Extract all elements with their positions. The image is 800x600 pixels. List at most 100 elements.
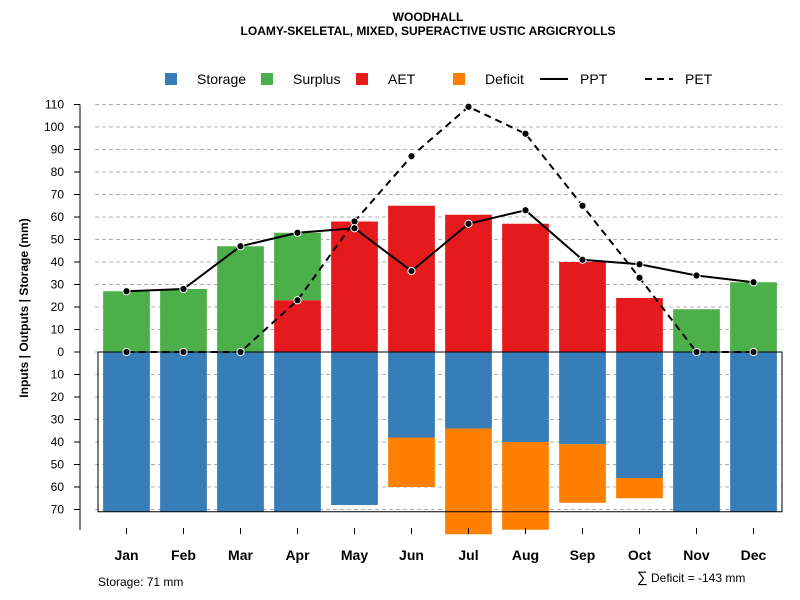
- y-tick-label: 70: [51, 188, 65, 202]
- bar-deficit-jun: [388, 437, 435, 487]
- bar-aet-jul: [445, 214, 492, 352]
- ppt-point-may: [350, 224, 359, 233]
- pet-point-jan: [122, 347, 131, 357]
- pet-point-may: [350, 217, 359, 226]
- y-tick-label: 20: [51, 390, 65, 404]
- legend-swatch-storage: [165, 73, 177, 85]
- bar-storage-oct: [616, 352, 663, 478]
- x-tick-label-sep: Sep: [570, 547, 596, 563]
- pet-point-mar: [236, 347, 245, 357]
- deficit-sum-symbol: ∑: [637, 569, 648, 586]
- y-tick-label: 40: [51, 435, 65, 449]
- y-tick-label: 80: [51, 165, 65, 179]
- pet-line: [126, 105, 754, 353]
- bar-aet-may: [331, 221, 378, 352]
- lines: [122, 102, 758, 357]
- bar-surplus-nov: [673, 309, 720, 352]
- x-tick-label-dec: Dec: [741, 547, 767, 563]
- bar-storage-apr: [274, 352, 321, 512]
- gridlines: [95, 104, 782, 510]
- y-tick-label: 90: [51, 143, 65, 157]
- bar-storage-feb: [160, 352, 207, 512]
- bar-aet-jun: [388, 205, 435, 352]
- y-tick-label: 110: [45, 98, 64, 112]
- legend-label-surplus: Surplus: [293, 71, 340, 87]
- pet-point-apr: [293, 296, 302, 305]
- bar-storage-may: [331, 352, 378, 505]
- pet-point-jul: [464, 102, 473, 111]
- bar-deficit-sep: [559, 444, 606, 503]
- ppt-point-jun: [407, 266, 416, 276]
- axes: 110100908070605040302010010203040506070J…: [44, 98, 767, 564]
- x-tick-label-jul: Jul: [458, 547, 478, 563]
- x-tick-label-may: May: [341, 547, 368, 563]
- pet-point-feb: [179, 347, 188, 357]
- x-tick-label-jun: Jun: [399, 547, 424, 563]
- y-tick-label: 70: [51, 503, 65, 517]
- bar-storage-aug: [502, 352, 549, 442]
- pet-point-dec: [749, 347, 758, 357]
- y-tick-label: 60: [51, 210, 65, 224]
- bar-surplus-dec: [730, 282, 777, 352]
- bar-storage-jun: [388, 352, 435, 438]
- y-tick-label: 40: [51, 255, 65, 269]
- chart-subtitle: LOAMY-SKELETAL, MIXED, SUPERACTIVE USTIC…: [241, 24, 616, 38]
- ppt-line: [126, 209, 754, 293]
- bar-aet-apr: [274, 300, 321, 352]
- pet-point-sep: [578, 201, 587, 210]
- x-tick-label-nov: Nov: [683, 547, 710, 563]
- ppt-point-dec: [749, 278, 758, 287]
- bar-aet-aug: [502, 223, 549, 352]
- bar-storage-jul: [445, 352, 492, 429]
- deficit-note: Deficit = -143 mm: [651, 571, 745, 585]
- legend: Storage Surplus AET Deficit PPT PET: [165, 71, 713, 87]
- ppt-point-feb: [179, 284, 188, 294]
- bar-storage-dec: [730, 352, 777, 512]
- ppt-point-mar: [236, 242, 245, 251]
- y-tick-label: 10: [51, 368, 65, 382]
- x-tick-label-mar: Mar: [228, 547, 253, 563]
- legend-label-aet: AET: [388, 71, 416, 87]
- bar-storage-nov: [673, 352, 720, 512]
- legend-label-ppt: PPT: [580, 71, 608, 87]
- bar-surplus-feb: [160, 289, 207, 352]
- bar-aet-sep: [559, 262, 606, 352]
- ppt-point-sep: [578, 255, 587, 264]
- bar-deficit-aug: [502, 442, 549, 530]
- ppt-point-jan: [122, 287, 131, 296]
- x-tick-label-aug: Aug: [512, 547, 539, 563]
- pet-point-oct: [635, 273, 644, 282]
- chart-title: WOODHALL: [393, 10, 464, 24]
- pet-point-aug: [521, 129, 530, 138]
- y-axis-title: Inputs | Outputs | Storage (mm): [17, 218, 31, 397]
- bar-deficit-jul: [445, 428, 492, 535]
- bar-surplus-jan: [103, 291, 150, 352]
- y-tick-label: 30: [51, 278, 65, 292]
- bar-storage-sep: [559, 352, 606, 445]
- bar-storage-mar: [217, 352, 264, 512]
- legend-swatch-surplus: [261, 73, 273, 85]
- storage-note: Storage: 71 mm: [98, 575, 183, 589]
- y-tick-label: 50: [51, 458, 65, 472]
- y-tick-label: 20: [51, 300, 65, 314]
- bar-storage-jan: [103, 352, 150, 512]
- pet-point-nov: [692, 347, 701, 357]
- ppt-point-oct: [635, 260, 644, 269]
- bar-deficit-oct: [616, 478, 663, 499]
- legend-label-storage: Storage: [197, 71, 246, 87]
- ppt-point-jul: [464, 219, 473, 228]
- y-tick-label: 50: [51, 233, 65, 247]
- y-tick-label: 10: [51, 323, 65, 337]
- bar-surplus-apr: [274, 232, 321, 301]
- x-tick-label-apr: Apr: [285, 547, 310, 563]
- x-tick-label-feb: Feb: [171, 547, 196, 563]
- legend-label-pet: PET: [685, 71, 713, 87]
- ppt-point-apr: [293, 228, 302, 237]
- legend-swatch-deficit: [453, 73, 465, 85]
- bar-aet-oct: [616, 298, 663, 352]
- legend-label-deficit: Deficit: [485, 71, 524, 87]
- pet-point-jun: [407, 152, 416, 161]
- x-tick-label-oct: Oct: [628, 547, 652, 563]
- y-tick-label: 30: [51, 413, 65, 427]
- bars: [97, 205, 783, 535]
